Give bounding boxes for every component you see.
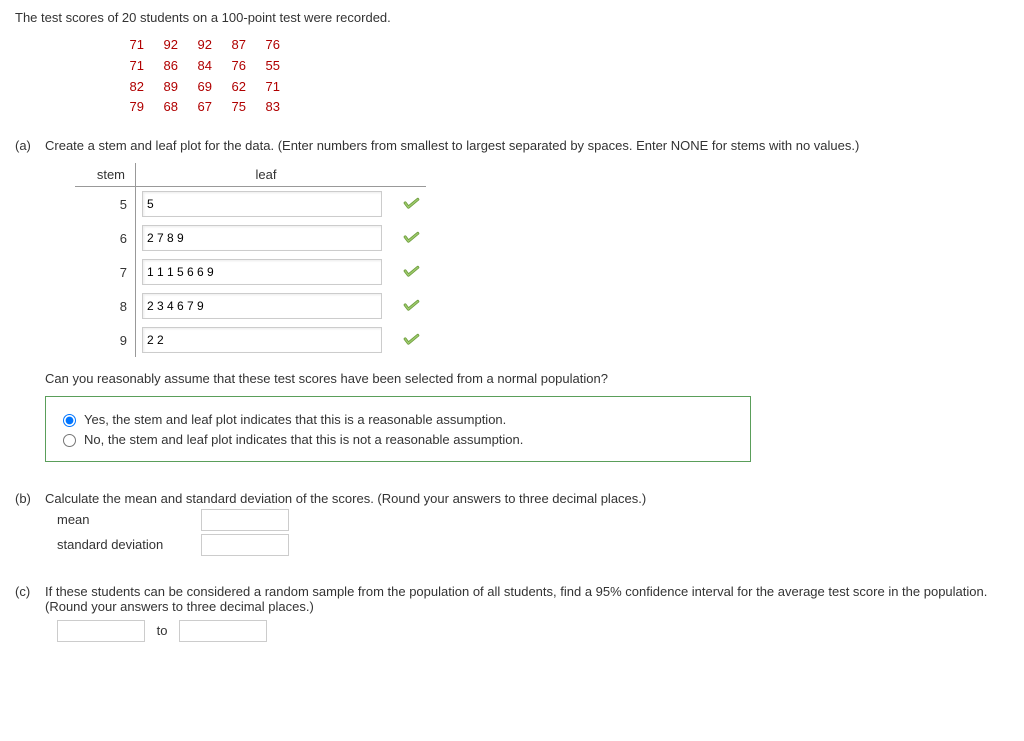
- data-values: 7192928776718684765582896962717968677583: [110, 35, 1009, 118]
- part-b: (b) Calculate the mean and standard devi…: [15, 491, 1009, 559]
- table-row: 9: [75, 323, 426, 357]
- table-row: 7: [75, 255, 426, 289]
- leaf-input[interactable]: [142, 327, 382, 353]
- intro-text: The test scores of 20 students on a 100-…: [15, 10, 1009, 25]
- leaf-input[interactable]: [142, 293, 382, 319]
- stem-cell: 6: [75, 221, 136, 255]
- sd-input[interactable]: [201, 534, 289, 556]
- ci-lower-input[interactable]: [57, 620, 145, 642]
- stem-cell: 9: [75, 323, 136, 357]
- part-b-label: (b): [15, 491, 45, 559]
- check-icon: [401, 295, 422, 318]
- stem-cell: 5: [75, 187, 136, 222]
- part-c: (c) If these students can be considered …: [15, 584, 1009, 642]
- data-row: 8289696271: [110, 77, 1009, 98]
- leaf-input[interactable]: [142, 225, 382, 251]
- check-icon: [401, 193, 422, 216]
- check-icon: [401, 227, 422, 250]
- part-a-prompt: Create a stem and leaf plot for the data…: [45, 138, 1009, 153]
- radio-no[interactable]: [63, 434, 76, 447]
- check-icon: [401, 329, 422, 352]
- mean-label: mean: [57, 512, 197, 527]
- data-row: 7968677583: [110, 97, 1009, 118]
- radio-yes[interactable]: [63, 414, 76, 427]
- part-b-prompt: Calculate the mean and standard deviatio…: [45, 491, 1009, 506]
- part-a-question2: Can you reasonably assume that these tes…: [45, 371, 1009, 386]
- data-row: 7192928776: [110, 35, 1009, 56]
- table-row: 8: [75, 289, 426, 323]
- radio-no-label: No, the stem and leaf plot indicates tha…: [84, 432, 523, 447]
- check-icon: [401, 261, 422, 284]
- stem-cell: 8: [75, 289, 136, 323]
- sd-label: standard deviation: [57, 537, 197, 552]
- radio-group-normal: Yes, the stem and leaf plot indicates th…: [45, 396, 751, 462]
- stem-leaf-table: stem leaf 56789: [75, 163, 426, 357]
- ci-upper-input[interactable]: [179, 620, 267, 642]
- stem-header: stem: [75, 163, 136, 187]
- leaf-header: leaf: [136, 163, 397, 187]
- table-row: 5: [75, 187, 426, 222]
- data-row: 7186847655: [110, 56, 1009, 77]
- leaf-input[interactable]: [142, 259, 382, 285]
- table-row: 6: [75, 221, 426, 255]
- mean-input[interactable]: [201, 509, 289, 531]
- leaf-input[interactable]: [142, 191, 382, 217]
- radio-yes-label: Yes, the stem and leaf plot indicates th…: [84, 412, 506, 427]
- part-a: (a) Create a stem and leaf plot for the …: [15, 138, 1009, 466]
- stem-cell: 7: [75, 255, 136, 289]
- part-c-prompt: If these students can be considered a ra…: [45, 584, 1009, 614]
- ci-to-label: to: [157, 623, 168, 638]
- part-c-label: (c): [15, 584, 45, 642]
- part-a-label: (a): [15, 138, 45, 466]
